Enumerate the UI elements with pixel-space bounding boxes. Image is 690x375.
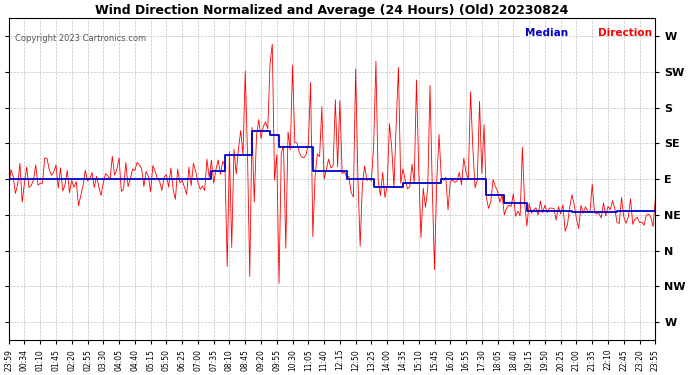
Text: Median: Median <box>525 28 568 38</box>
Text: Direction: Direction <box>598 28 652 38</box>
Text: Copyright 2023 Cartronics.com: Copyright 2023 Cartronics.com <box>15 34 146 44</box>
Title: Wind Direction Normalized and Average (24 Hours) (Old) 20230824: Wind Direction Normalized and Average (2… <box>95 4 569 17</box>
